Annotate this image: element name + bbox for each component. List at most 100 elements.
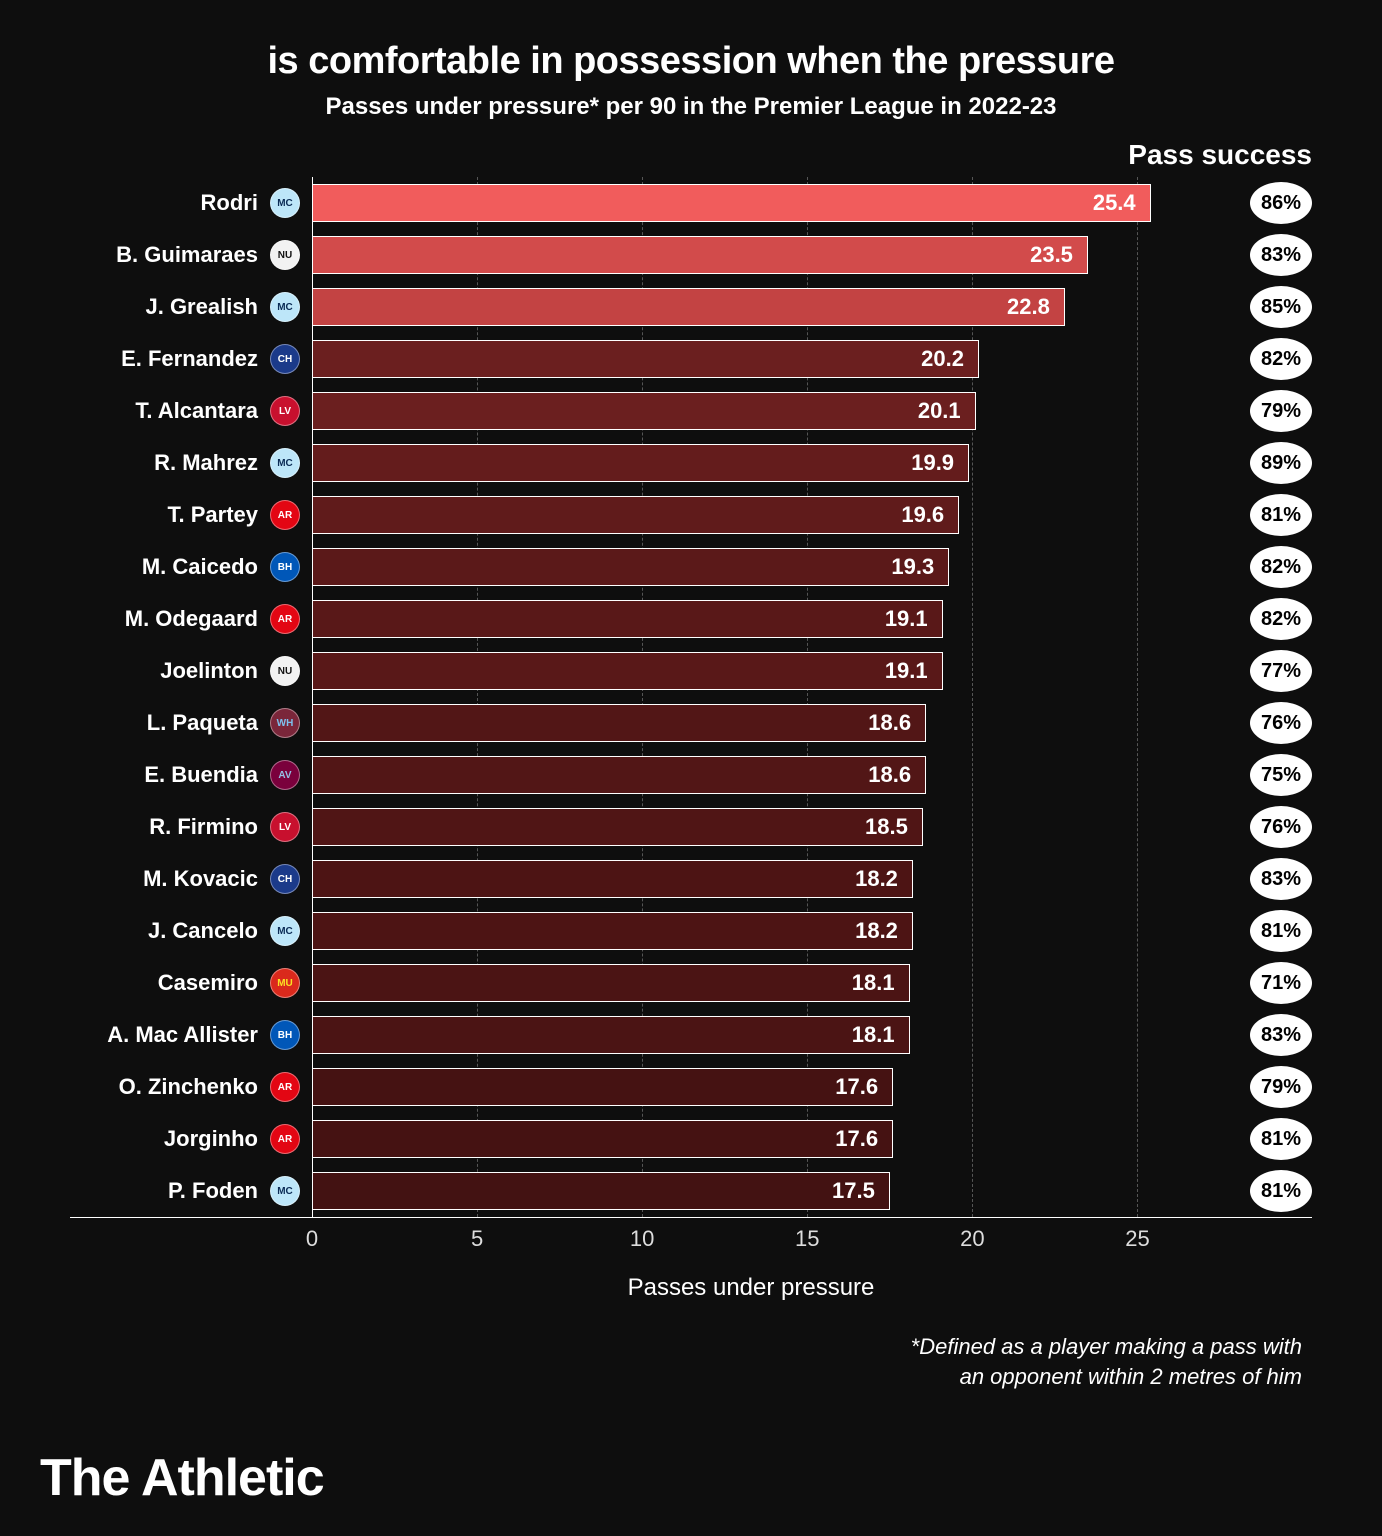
pass-success-pill: 82% bbox=[1250, 546, 1312, 588]
bar-value: 20.1 bbox=[918, 398, 961, 424]
player-row: J. GrealishMC22.885% bbox=[70, 281, 1312, 333]
player-name: J. Cancelo bbox=[70, 918, 270, 944]
bar-value: 22.8 bbox=[1007, 294, 1050, 320]
x-tick: 25 bbox=[1125, 1226, 1149, 1252]
bar: 18.6 bbox=[312, 704, 926, 742]
bar: 25.4 bbox=[312, 184, 1151, 222]
pass-success-pill: 83% bbox=[1250, 234, 1312, 276]
pass-success-pill: 79% bbox=[1250, 390, 1312, 432]
bar: 18.2 bbox=[312, 860, 913, 898]
pass-success-pill: 83% bbox=[1250, 858, 1312, 900]
bar-value: 18.2 bbox=[855, 918, 898, 944]
bar-track: 18.1 bbox=[312, 1016, 1220, 1054]
pass-success-pill: 81% bbox=[1250, 910, 1312, 952]
player-name: R. Mahrez bbox=[70, 450, 270, 476]
team-badge-icon: NU bbox=[270, 240, 300, 270]
bar-value: 19.6 bbox=[901, 502, 944, 528]
player-name: J. Grealish bbox=[70, 294, 270, 320]
bar: 19.3 bbox=[312, 548, 949, 586]
pass-success-pill: 82% bbox=[1250, 338, 1312, 380]
player-name: O. Zinchenko bbox=[70, 1074, 270, 1100]
bar-track: 17.5 bbox=[312, 1172, 1220, 1210]
pass-success-pill: 83% bbox=[1250, 1014, 1312, 1056]
team-badge-icon: LV bbox=[270, 812, 300, 842]
bar: 18.1 bbox=[312, 964, 910, 1002]
player-name: Rodri bbox=[70, 190, 270, 216]
player-row: T. AlcantaraLV 20.1 79% bbox=[70, 385, 1312, 437]
pass-success-pill: 85% bbox=[1250, 286, 1312, 328]
bar-track: 19.9 bbox=[312, 444, 1220, 482]
bar-track: 25.4 bbox=[312, 184, 1220, 222]
bar-value: 17.6 bbox=[835, 1074, 878, 1100]
player-row: R. MahrezMC19.989% bbox=[70, 437, 1312, 489]
bar-value: 19.3 bbox=[891, 554, 934, 580]
team-badge-icon: CH bbox=[270, 344, 300, 374]
bar-value: 19.1 bbox=[885, 606, 928, 632]
player-name: E. Fernandez bbox=[70, 346, 270, 372]
bar-track: 23.5 bbox=[312, 236, 1220, 274]
x-tick: 15 bbox=[795, 1226, 819, 1252]
pass-success-pill: 76% bbox=[1250, 806, 1312, 848]
player-row: M. KovacicCH18.283% bbox=[70, 853, 1312, 905]
bar-value: 23.5 bbox=[1030, 242, 1073, 268]
bar-track: 18.6 bbox=[312, 756, 1220, 794]
player-row: E. BuendiaAV18.675% bbox=[70, 749, 1312, 801]
bar-value: 18.1 bbox=[852, 970, 895, 996]
player-name: T. Alcantara bbox=[70, 398, 270, 424]
bar: 22.8 bbox=[312, 288, 1065, 326]
x-axis-label: Passes under pressure bbox=[190, 1274, 1312, 1302]
player-row: B. GuimaraesNU23.583% bbox=[70, 229, 1312, 281]
player-name: A. Mac Allister bbox=[70, 1022, 270, 1048]
player-row: RodriMC25.486% bbox=[70, 177, 1312, 229]
bar-value: 18.6 bbox=[868, 710, 911, 736]
bar-track: 18.5 bbox=[312, 808, 1220, 846]
bar-value: 18.6 bbox=[868, 762, 911, 788]
player-row: JoelintonNU19.177% bbox=[70, 645, 1312, 697]
chart-area: RodriMC25.486%B. GuimaraesNU23.583%J. Gr… bbox=[70, 177, 1312, 1302]
x-axis: 0510152025 bbox=[312, 1226, 1220, 1256]
player-row: L. PaquetaWH18.676% bbox=[70, 697, 1312, 749]
player-name: Casemiro bbox=[70, 970, 270, 996]
team-badge-icon: AV bbox=[270, 760, 300, 790]
footnote-line-2: an opponent within 2 metres of him bbox=[70, 1362, 1302, 1392]
bar: 23.5 bbox=[312, 236, 1088, 274]
player-row: M. OdegaardAR19.182% bbox=[70, 593, 1312, 645]
pass-success-pill: 79% bbox=[1250, 1066, 1312, 1108]
pass-success-pill: 81% bbox=[1250, 494, 1312, 536]
bar-value: 17.6 bbox=[835, 1126, 878, 1152]
bar-track: 17.6 bbox=[312, 1120, 1220, 1158]
team-badge-icon: WH bbox=[270, 708, 300, 738]
pass-success-pill: 76% bbox=[1250, 702, 1312, 744]
team-badge-icon: AR bbox=[270, 500, 300, 530]
bar-value: 18.5 bbox=[865, 814, 908, 840]
bar-track: 20.1 bbox=[312, 392, 1220, 430]
pass-success-pill: 77% bbox=[1250, 650, 1312, 692]
bar: 20.1 bbox=[312, 392, 976, 430]
bar-track: 20.2 bbox=[312, 340, 1220, 378]
player-row: A. Mac AllisterBH 18.1 83% bbox=[70, 1009, 1312, 1061]
team-badge-icon: MC bbox=[270, 916, 300, 946]
bar: 17.6 bbox=[312, 1120, 893, 1158]
player-row: CasemiroMU18.171% bbox=[70, 957, 1312, 1009]
pass-success-pill: 75% bbox=[1250, 754, 1312, 796]
team-badge-icon: MU bbox=[270, 968, 300, 998]
bar-track: 17.6 bbox=[312, 1068, 1220, 1106]
bar-value: 19.9 bbox=[911, 450, 954, 476]
player-name: P. Foden bbox=[70, 1178, 270, 1204]
bar: 18.1 bbox=[312, 1016, 910, 1054]
player-row: T. ParteyAR 19.6 81% bbox=[70, 489, 1312, 541]
player-row: M. CaicedoBH19.382% bbox=[70, 541, 1312, 593]
team-badge-icon: BH bbox=[270, 1020, 300, 1050]
chart-title: is comfortable in possession when the pr… bbox=[70, 40, 1312, 83]
brand-logo: The Athletic bbox=[40, 1448, 324, 1508]
team-badge-icon: CH bbox=[270, 864, 300, 894]
pass-success-pill: 89% bbox=[1250, 442, 1312, 484]
bar-track: 18.6 bbox=[312, 704, 1220, 742]
pass-success-pill: 82% bbox=[1250, 598, 1312, 640]
player-name: T. Partey bbox=[70, 502, 270, 528]
player-name: R. Firmino bbox=[70, 814, 270, 840]
footnote: *Defined as a player making a pass with … bbox=[70, 1332, 1312, 1391]
player-row: JorginhoAR17.681% bbox=[70, 1113, 1312, 1165]
team-badge-icon: LV bbox=[270, 396, 300, 426]
chart-subtitle: Passes under pressure* per 90 in the Pre… bbox=[70, 93, 1312, 121]
